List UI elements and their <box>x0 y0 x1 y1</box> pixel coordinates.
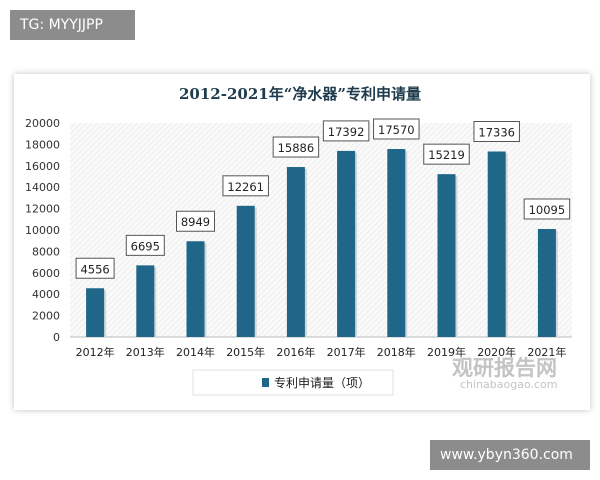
data-label-box <box>272 136 320 158</box>
bar <box>437 174 456 337</box>
data-label: 17570 <box>378 123 415 137</box>
bar <box>337 150 356 337</box>
x-tick-label: 2015年 <box>226 345 265 359</box>
y-tick-label: 12000 <box>25 203 60 216</box>
data-label: 8949 <box>181 215 210 229</box>
data-label-box <box>322 120 370 142</box>
x-tick-label: 2021年 <box>527 345 566 359</box>
data-label-box <box>423 143 470 165</box>
legend-label: 专利申请量（项） <box>274 375 370 390</box>
x-tick-label: 2013年 <box>126 345 165 359</box>
y-tick-label: 8000 <box>32 245 60 258</box>
bar <box>487 151 506 337</box>
bar <box>86 288 105 337</box>
y-tick-label: 16000 <box>25 160 60 173</box>
bar <box>286 167 305 337</box>
y-tick-label: 20000 <box>25 117 60 130</box>
x-tick-label: 2017年 <box>327 345 366 359</box>
data-label-box <box>222 175 269 197</box>
bar <box>136 265 155 337</box>
data-label-box <box>523 198 571 220</box>
data-label-box <box>75 257 115 279</box>
data-label-box <box>176 210 215 232</box>
data-label: 10095 <box>529 203 566 217</box>
legend-swatch <box>262 378 269 387</box>
source-logo-url: chinabaogao.com <box>460 378 558 391</box>
x-tick-label: 2020年 <box>477 345 516 359</box>
data-label: 17336 <box>478 126 515 140</box>
y-tick-label: 2000 <box>32 310 60 323</box>
y-tick-label: 0 <box>53 331 60 344</box>
data-label-box <box>125 234 165 256</box>
x-tick-label: 2018年 <box>377 345 416 359</box>
bar <box>236 205 255 337</box>
data-label: 15886 <box>278 141 315 155</box>
x-tick-label: 2014年 <box>176 345 215 359</box>
y-tick-label: 10000 <box>25 224 60 237</box>
legend <box>192 369 394 396</box>
y-tick-label: 4000 <box>32 288 60 301</box>
watermark-site: www.ybyn360.com <box>430 440 590 470</box>
y-tick-label: 6000 <box>32 267 60 280</box>
watermark-tag: TG: MYYJJPP <box>10 10 135 40</box>
x-tick-label: 2012年 <box>76 345 115 359</box>
data-label: 6695 <box>131 239 160 253</box>
bar <box>387 149 406 337</box>
data-label: 15219 <box>428 148 465 162</box>
y-tick-label: 18000 <box>25 138 60 151</box>
data-label: 17392 <box>328 125 365 139</box>
x-tick-label: 2019年 <box>427 345 466 359</box>
chart-title: 2012-2021年“净水器”专利申请量 <box>179 85 421 103</box>
source-logo: 观研报告网 <box>452 356 557 380</box>
bar <box>186 241 205 337</box>
y-tick-label: 14000 <box>25 181 60 194</box>
data-label: 4556 <box>80 262 109 276</box>
data-label-box <box>373 118 420 140</box>
x-tick-label: 2016年 <box>276 345 315 359</box>
bar <box>537 228 556 337</box>
data-label: 12261 <box>227 180 264 194</box>
data-label-box <box>473 121 520 143</box>
